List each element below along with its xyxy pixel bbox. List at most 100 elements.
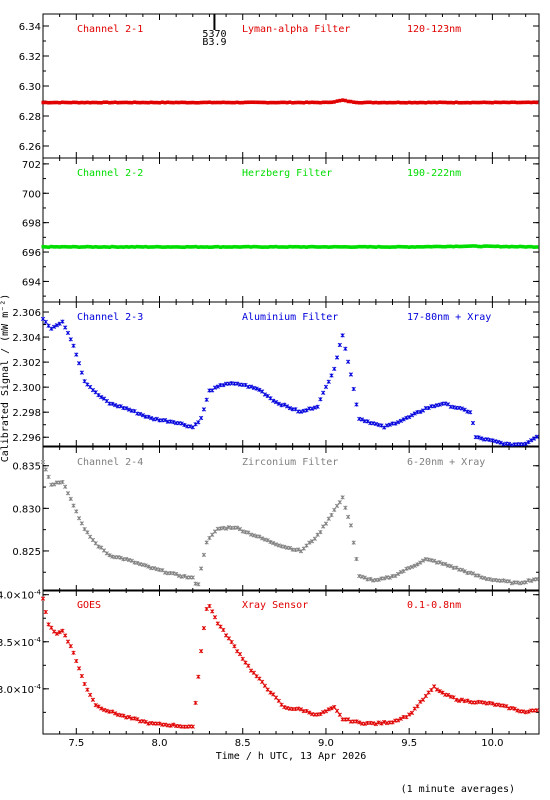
data-point: [146, 564, 151, 569]
data-point: [341, 98, 345, 102]
y-tick-label: 6.30: [19, 82, 41, 93]
data-point: [85, 687, 90, 692]
data-point: [518, 100, 522, 105]
data-point: [252, 100, 256, 105]
data-point: [507, 245, 511, 249]
data-point: [370, 721, 376, 726]
data-point: [101, 707, 107, 712]
panel-frame: [42, 446, 540, 592]
data-point: [55, 245, 59, 249]
data-point: [246, 530, 251, 535]
data-point: [202, 100, 206, 105]
data-point: [459, 697, 464, 702]
data-point: [205, 245, 209, 249]
data-point: [395, 718, 401, 723]
data-point: [119, 100, 123, 105]
data-point: [40, 459, 46, 465]
data-point: [454, 100, 458, 105]
data-point: [166, 100, 170, 105]
data-point: [287, 406, 293, 411]
data-point: [110, 401, 115, 406]
data-point: [107, 553, 112, 558]
data-point: [171, 100, 175, 105]
data-point: [454, 244, 458, 249]
data-point: [143, 719, 148, 725]
data-point: [190, 724, 195, 729]
data-point: [79, 521, 84, 526]
data-point: [349, 99, 353, 104]
y-tick-label: 6.32: [19, 52, 41, 63]
panel-frame: [42, 589, 540, 735]
data-point: [199, 415, 204, 421]
data-point: [370, 421, 376, 426]
data-point: [330, 100, 334, 105]
data-point: [495, 439, 501, 445]
data-point: [132, 716, 137, 721]
data-point: [393, 245, 397, 249]
data-point: [360, 100, 364, 105]
data-point: [88, 534, 93, 539]
data-point: [448, 564, 453, 569]
data-point: [196, 100, 200, 105]
data-point: [468, 100, 472, 105]
data-point: [246, 663, 251, 668]
data-point: [155, 244, 159, 249]
data-point: [43, 609, 48, 615]
data-point: [454, 565, 459, 570]
data-point: [99, 395, 104, 400]
data-point: [288, 244, 292, 249]
data-point: [60, 479, 65, 485]
data-point: [535, 100, 539, 105]
data-point: [352, 100, 356, 104]
data-point: [391, 100, 395, 105]
data-point: [454, 697, 459, 702]
data-point: [493, 439, 498, 444]
data-point: [432, 100, 436, 105]
data-point: [398, 418, 403, 423]
data-point: [282, 245, 286, 249]
data-point: [307, 244, 311, 249]
data-point: [49, 625, 54, 630]
data-point: [207, 603, 212, 609]
data-point: [199, 245, 203, 249]
data-point: [443, 244, 447, 249]
data-point: [332, 100, 336, 104]
data-point: [52, 100, 56, 105]
data-point: [523, 580, 528, 585]
data-point: [149, 245, 153, 249]
data-point: [468, 410, 473, 415]
data-point: [402, 245, 406, 249]
data-point: [501, 100, 505, 105]
data-point: [291, 100, 295, 105]
data-point: [524, 245, 528, 249]
data-point: [440, 100, 444, 105]
data-point: [71, 503, 76, 508]
data-point: [482, 100, 486, 105]
data-point: [212, 385, 218, 390]
data-point: [257, 245, 261, 249]
data-point: [82, 681, 87, 687]
data-point: [299, 100, 303, 105]
series-markers: [41, 98, 539, 105]
data-point: [199, 648, 204, 654]
data-point: [471, 244, 475, 248]
series-markers: [40, 596, 539, 729]
panel-band-label: 0.1-0.8nm: [407, 600, 461, 611]
data-point: [162, 722, 168, 727]
data-point: [224, 100, 228, 105]
data-point: [377, 244, 381, 249]
data-point: [110, 709, 115, 714]
data-point: [248, 668, 254, 673]
data-point: [229, 639, 234, 645]
data-point: [180, 100, 184, 105]
data-point: [412, 411, 417, 416]
data-point: [55, 100, 59, 105]
data-point: [77, 100, 81, 105]
data-point: [482, 244, 486, 248]
data-point: [149, 416, 154, 421]
data-point: [169, 245, 173, 249]
data-point: [285, 245, 289, 249]
data-point: [362, 575, 367, 580]
data-point: [280, 100, 284, 105]
data-point: [337, 712, 342, 717]
